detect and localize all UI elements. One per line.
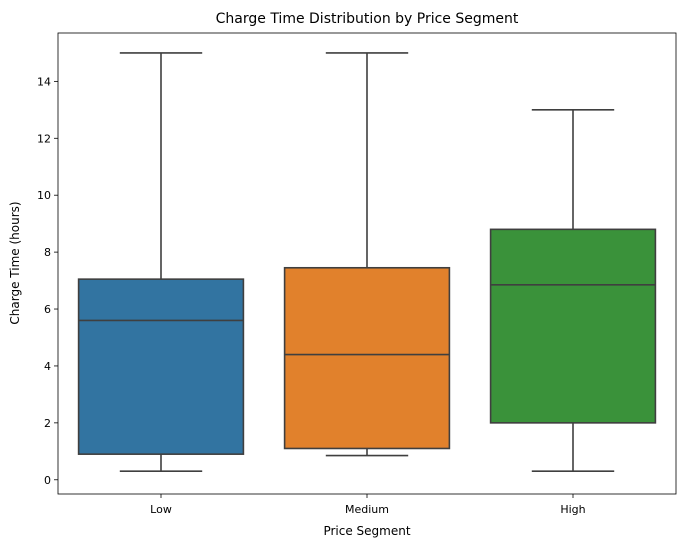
box-medium	[283, 52, 451, 457]
y-tick-label: 4	[44, 360, 51, 373]
box-high	[489, 109, 657, 473]
y-tick-label: 12	[37, 132, 51, 145]
y-tick-label: 2	[44, 417, 51, 430]
x-tick-label: Medium	[345, 503, 389, 516]
box-iqr	[283, 266, 451, 450]
chart-title: Charge Time Distribution by Price Segmen…	[216, 11, 519, 27]
y-tick-label: 0	[44, 474, 51, 487]
x-axis-label: Price Segment	[323, 524, 410, 538]
box-iqr	[77, 278, 245, 455]
y-tick-label: 6	[44, 303, 51, 316]
y-tick-label: 14	[37, 75, 51, 88]
x-tick-label: Low	[150, 503, 172, 516]
y-tick-label: 10	[37, 189, 51, 202]
y-axis-ticks: 0 2 4 6 8 10 12 14	[37, 75, 58, 487]
box-iqr	[489, 228, 657, 424]
x-tick-label: High	[560, 503, 585, 516]
box-group	[77, 52, 657, 473]
y-tick-label: 8	[44, 246, 51, 259]
x-axis-ticks: Low Medium High	[150, 494, 586, 516]
y-axis-label: Charge Time (hours)	[8, 201, 22, 324]
box-low	[77, 52, 245, 473]
